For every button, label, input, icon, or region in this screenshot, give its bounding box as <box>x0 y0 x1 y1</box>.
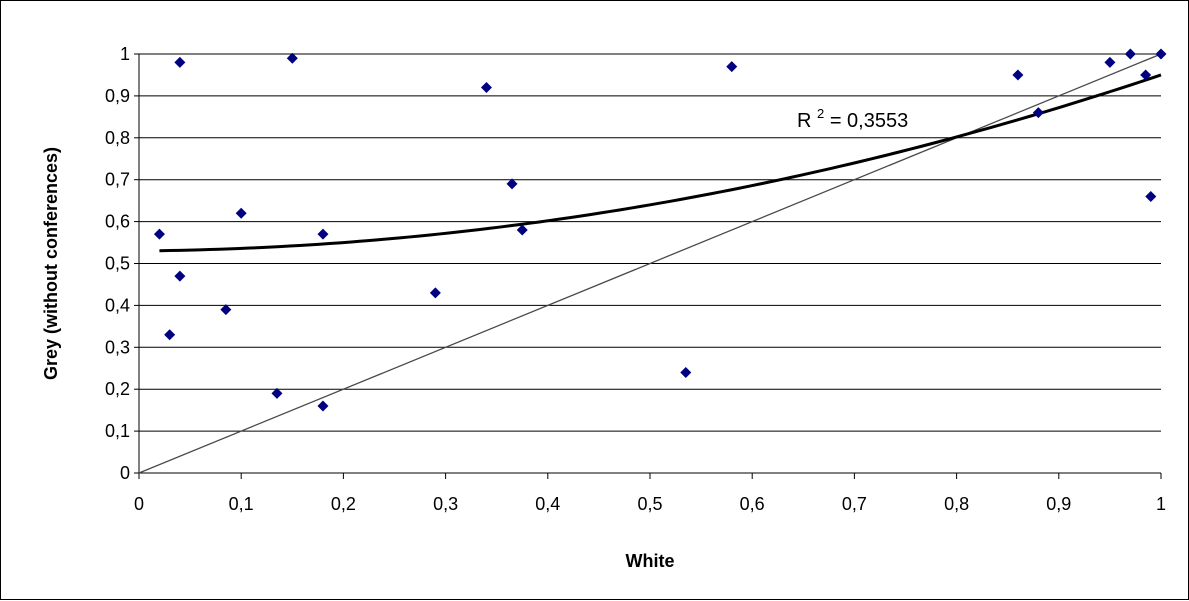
data-point <box>220 304 232 316</box>
data-point <box>1124 48 1136 60</box>
reference-line <box>138 53 1162 474</box>
data-point <box>317 400 329 412</box>
data-point <box>480 82 492 94</box>
y-tick-label: 0,1 <box>105 421 130 441</box>
x-tick-label: 0,3 <box>433 494 458 514</box>
y-tick-label: 0,6 <box>105 212 130 232</box>
data-point <box>516 224 528 236</box>
data-point <box>164 329 176 341</box>
y-tick-label: 0,2 <box>105 379 130 399</box>
x-axis-title: White <box>626 551 675 571</box>
data-point <box>174 270 186 282</box>
data-point <box>680 366 692 378</box>
x-tick-label: 0,6 <box>740 494 765 514</box>
y-tick-label: 0,5 <box>105 254 130 274</box>
reference-line-layer <box>138 53 1162 474</box>
data-point <box>286 52 298 64</box>
data-point <box>506 178 518 190</box>
trendline-layer <box>159 73 1162 253</box>
data-point <box>1104 56 1116 68</box>
data-point <box>1032 107 1044 119</box>
axes <box>134 53 1162 479</box>
r-squared-superscript: 2 <box>817 106 824 121</box>
y-tick-label: 0,4 <box>105 295 130 315</box>
y-tick-label: 1 <box>120 44 130 64</box>
tick-labels-layer: 0 0,1 0,2 0,3 0,4 0,5 0,6 0,7 0,8 0,9 1 0 0,1 0,2 0,3 0… <box>105 44 1166 514</box>
x-tick-label: 0,4 <box>535 494 560 514</box>
y-tick-label: 0,7 <box>105 170 130 190</box>
r-squared-prefix: R <box>797 110 811 132</box>
grid <box>139 53 1161 432</box>
x-tick-label: 0,8 <box>944 494 969 514</box>
x-tick-label: 0,1 <box>229 494 254 514</box>
x-tick-label: 0,9 <box>1046 494 1071 514</box>
data-point <box>1155 48 1167 60</box>
y-tick-label: 0,9 <box>105 86 130 106</box>
data-point <box>317 228 329 240</box>
y-tick-label: 0,8 <box>105 128 130 148</box>
y-tick-label: 0 <box>120 463 130 483</box>
data-point <box>1140 69 1152 81</box>
x-tick-label: 0 <box>134 494 144 514</box>
data-point <box>1012 69 1024 81</box>
data-point <box>726 61 738 73</box>
data-point <box>271 387 283 399</box>
points-layer <box>153 48 1167 412</box>
r-squared-annotation: R 2 = 0,3553 <box>797 101 908 132</box>
data-point <box>1145 190 1157 202</box>
x-tick-label: 0,5 <box>637 494 662 514</box>
data-point <box>174 56 186 68</box>
y-axis-title: Grey (without conferences) <box>41 147 61 380</box>
x-tick-label: 0,7 <box>842 494 867 514</box>
x-tick-label: 1 <box>1156 494 1166 514</box>
r-squared-value: = 0,3553 <box>830 110 908 132</box>
y-tick-label: 0,3 <box>105 337 130 357</box>
data-point <box>429 287 441 299</box>
trendline <box>159 73 1162 253</box>
data-point <box>153 228 165 240</box>
data-point <box>235 207 247 219</box>
x-tick-label: 0,2 <box>331 494 356 514</box>
